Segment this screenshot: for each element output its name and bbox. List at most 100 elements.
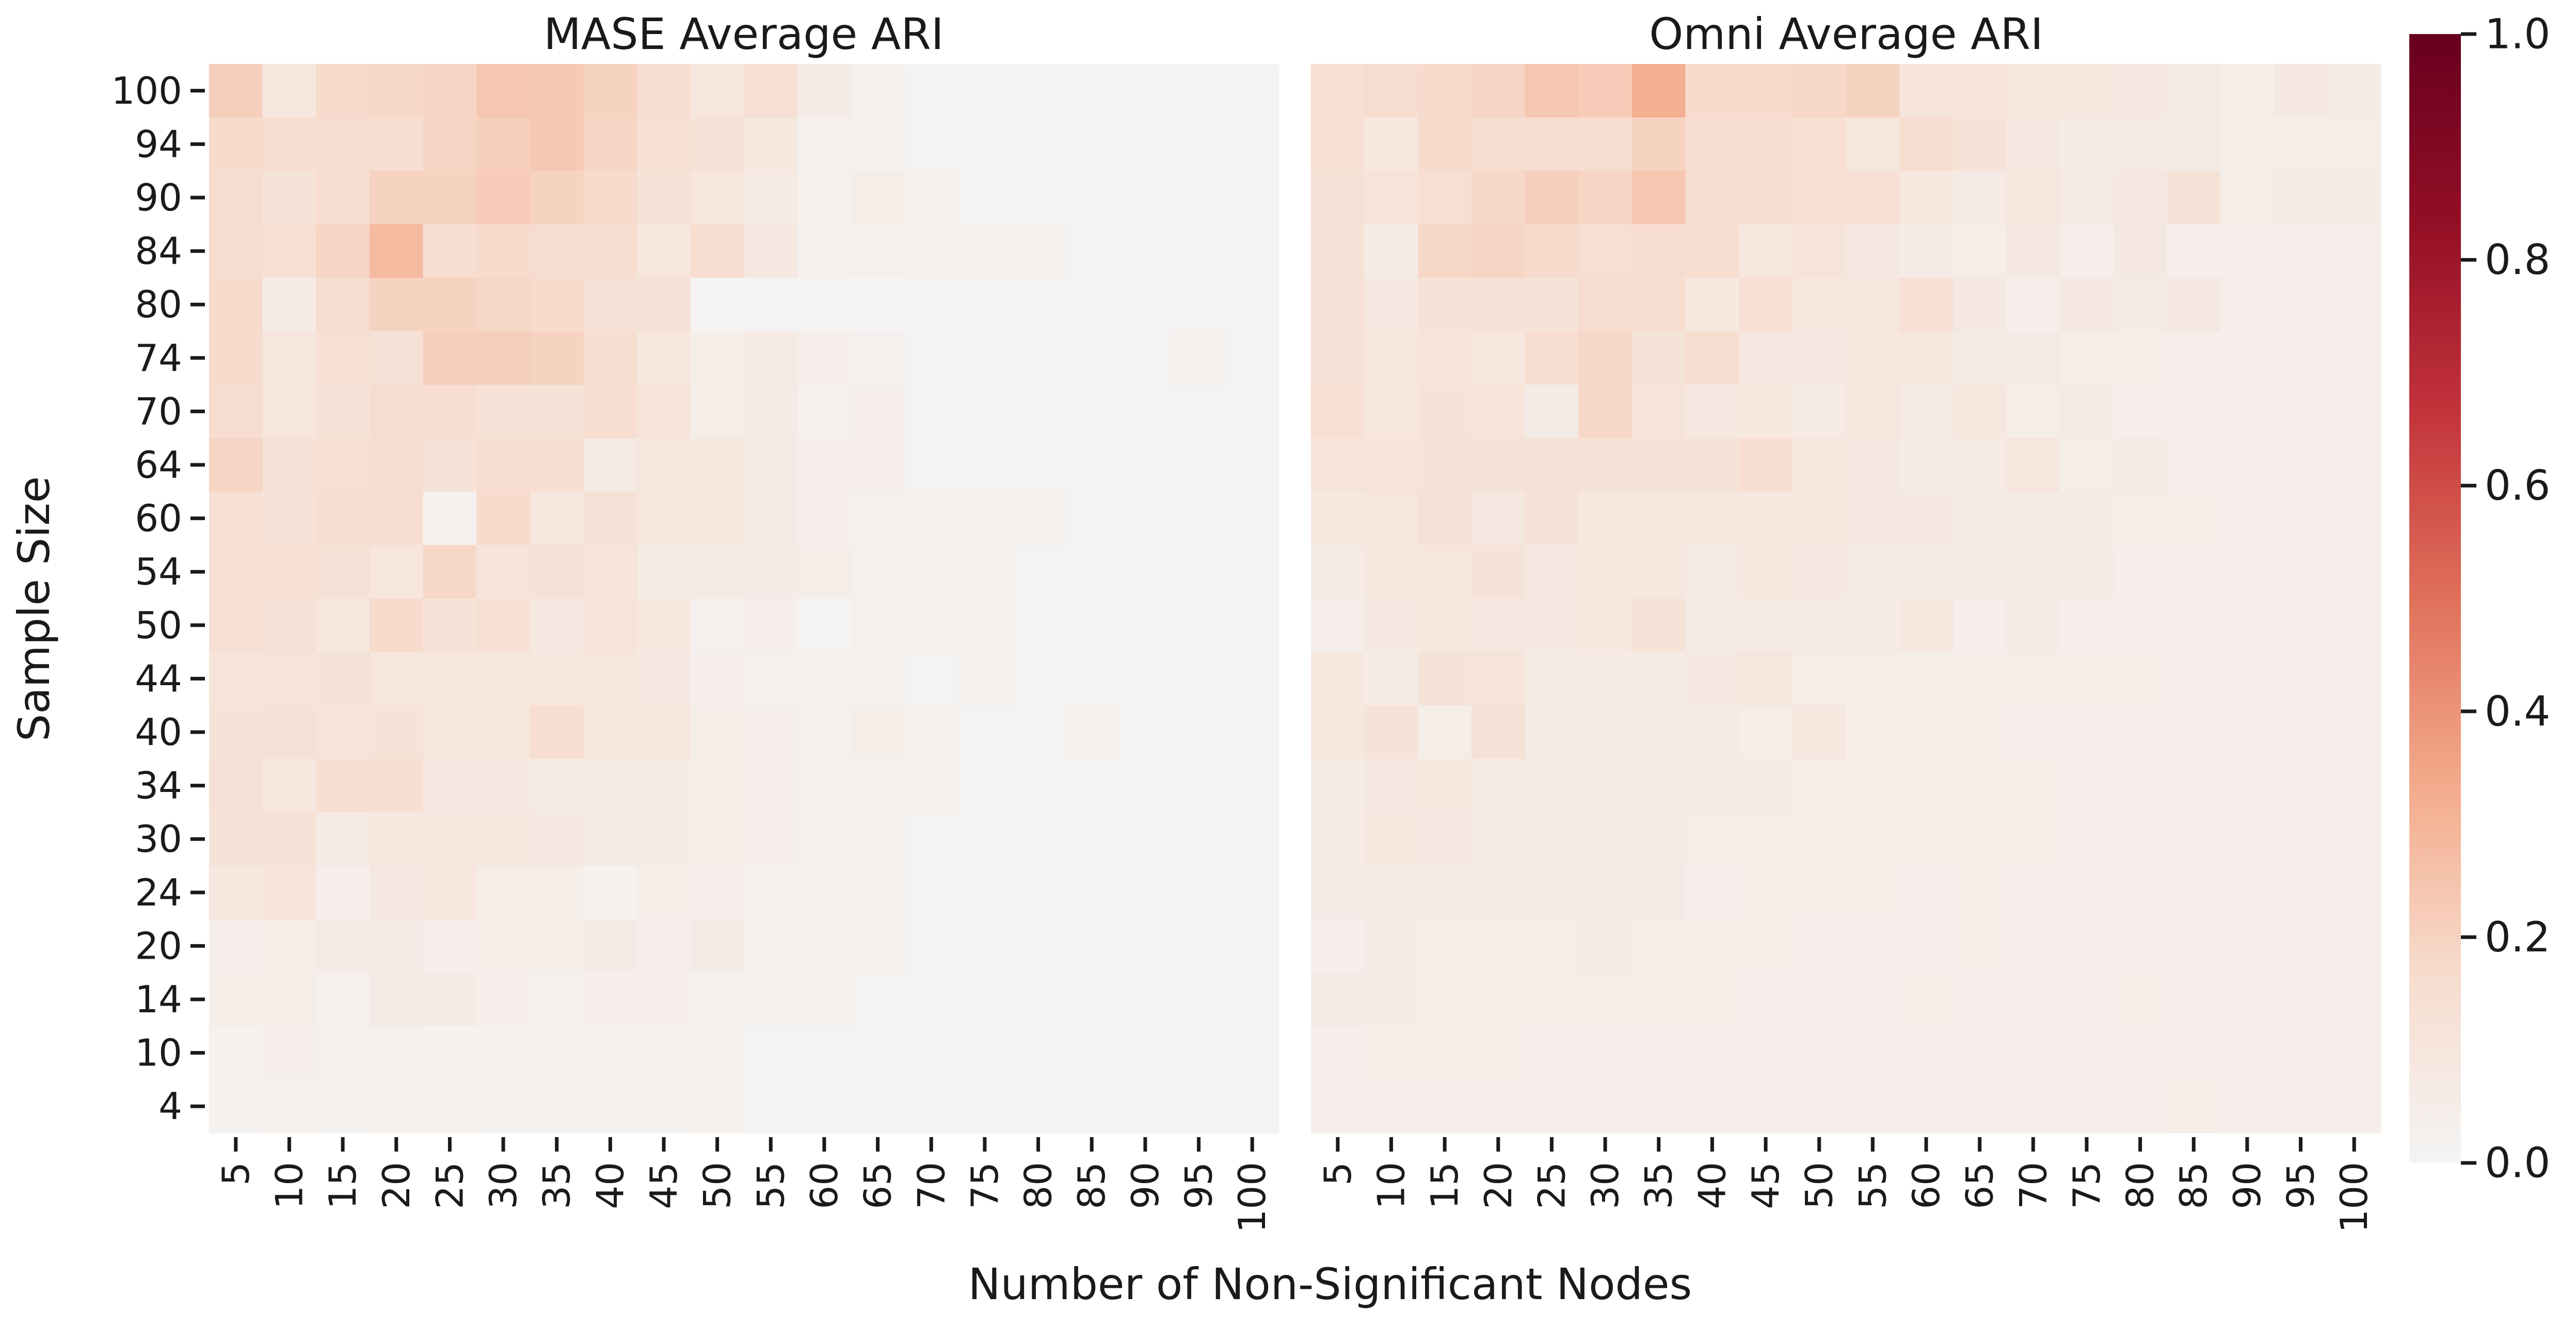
heatmap-cell: [2113, 758, 2167, 813]
heatmap-cell: [958, 866, 1012, 920]
heatmap-cell: [1172, 171, 1226, 225]
heatmap-cell: [530, 438, 584, 492]
heatmap-cell: [958, 919, 1012, 973]
heatmap-cell: [369, 812, 424, 866]
heatmap-cell: [690, 171, 745, 225]
heatmap-cell: [958, 545, 1012, 599]
heatmap-cell: [958, 1026, 1012, 1080]
heatmap-cell: [2167, 919, 2221, 973]
heatmap-cell: [2060, 1079, 2114, 1134]
heatmap-cell: [476, 384, 531, 439]
heatmap-cell: [530, 652, 584, 706]
heatmap-cell: [797, 491, 852, 545]
heatmap-cell: [316, 1079, 370, 1134]
heatmap-cell: [1525, 224, 1579, 278]
heatmap-cell: [1418, 758, 1472, 813]
x-tick-label: 65: [856, 1162, 900, 1209]
heatmap-cell: [369, 117, 424, 171]
heatmap-cell: [1225, 758, 1279, 813]
heatmap-cell: [423, 64, 477, 118]
heatmap-cell: [2274, 438, 2328, 492]
heatmap-cell: [1471, 598, 1526, 653]
heatmap-cell: [530, 224, 584, 278]
heatmap-cell: [1631, 705, 1686, 759]
heatmap-cell: [1065, 919, 1119, 973]
heatmap-cell: [369, 491, 424, 545]
heatmap-cell: [476, 491, 531, 545]
heatmap-cell: [1578, 705, 1633, 759]
x-tick-label: 15: [1423, 1162, 1466, 1209]
heatmap-cell: [1118, 438, 1173, 492]
x-tick-label: 25: [428, 1162, 471, 1209]
heatmap-cell: [530, 64, 584, 118]
heatmap-cell: [744, 1079, 798, 1134]
heatmap-cell: [476, 1079, 531, 1134]
heatmap-cell: [1225, 384, 1279, 439]
heatmap-cell: [1578, 652, 1633, 706]
heatmap-cell: [1225, 117, 1279, 171]
heatmap-cell: [316, 438, 370, 492]
heatmap-cell: [1525, 545, 1579, 599]
heatmap-cell: [690, 278, 745, 332]
x-tick-label: 5: [1316, 1162, 1359, 1186]
heatmap-cell: [2167, 384, 2221, 439]
heatmap-cell: [2220, 64, 2275, 118]
heatmap-cell: [851, 812, 905, 866]
heatmap-cell: [583, 278, 637, 332]
heatmap-cell: [369, 598, 424, 653]
heatmap-cell: [530, 171, 584, 225]
heatmap-cell: [2113, 866, 2167, 920]
heatmap-cell: [423, 812, 477, 866]
heatmap-cell: [2113, 705, 2167, 759]
heatmap-cell: [1685, 758, 1739, 813]
heatmap-cell: [423, 384, 477, 439]
heatmap-cell: [1846, 438, 1900, 492]
heatmap-cell: [1846, 973, 1900, 1027]
y-tick-label: 34: [135, 764, 182, 807]
heatmap-cell: [1953, 919, 2007, 973]
heatmap-cell: [797, 866, 852, 920]
heatmap-cell: [2220, 331, 2275, 385]
heatmap-cell: [1118, 812, 1173, 866]
heatmap-cell: [1172, 438, 1226, 492]
heatmap-cell: [1471, 491, 1526, 545]
heatmap-cell: [637, 973, 691, 1027]
heatmap-cell: [369, 331, 424, 385]
heatmap-cell: [1118, 384, 1173, 439]
heatmap-cell: [2006, 384, 2060, 439]
heatmap-cell: [1364, 1026, 1418, 1080]
heatmap-cell: [1685, 224, 1739, 278]
heatmap-cell: [583, 652, 637, 706]
heatmap-cell: [476, 171, 531, 225]
heatmap-cell: [2274, 545, 2328, 599]
heatmap-cell: [1172, 1026, 1226, 1080]
heatmap-cell: [958, 64, 1012, 118]
heatmap-cell: [851, 278, 905, 332]
heatmap-cell: [1311, 171, 1365, 225]
heatmap-cell: [1118, 973, 1173, 1027]
heatmap-cell: [1953, 598, 2007, 653]
colorbar: 0.0 0.2 0.4 0.6 0.8 1.0: [2409, 10, 2550, 1187]
heatmap-cell: [851, 652, 905, 706]
heatmap-cell: [1471, 812, 1526, 866]
heatmap-cell: [262, 545, 316, 599]
heatmap-cell: [2167, 598, 2221, 653]
heatmap-cell: [2113, 438, 2167, 492]
heatmap-cell: [1899, 758, 1954, 813]
x-tick-label: 75: [2065, 1162, 2108, 1209]
heatmap-cell: [1525, 1026, 1579, 1080]
mase-panel-title: MASE Average ARI: [543, 9, 943, 59]
heatmap-cell: [1471, 758, 1526, 813]
heatmap-cell: [476, 64, 531, 118]
heatmap-cell: [2167, 491, 2221, 545]
heatmap-cell: [1953, 438, 2007, 492]
heatmap-cell: [1739, 652, 1793, 706]
x-tick-label: 70: [2011, 1162, 2055, 1209]
heatmap-cell: [1953, 171, 2007, 225]
heatmap-cell: [1846, 224, 1900, 278]
heatmap-cell: [904, 652, 958, 706]
heatmap-cell: [1846, 384, 1900, 439]
y-tick-label: 80: [135, 283, 182, 326]
heatmap-cell: [2220, 1079, 2275, 1134]
heatmap-cell: [690, 705, 745, 759]
